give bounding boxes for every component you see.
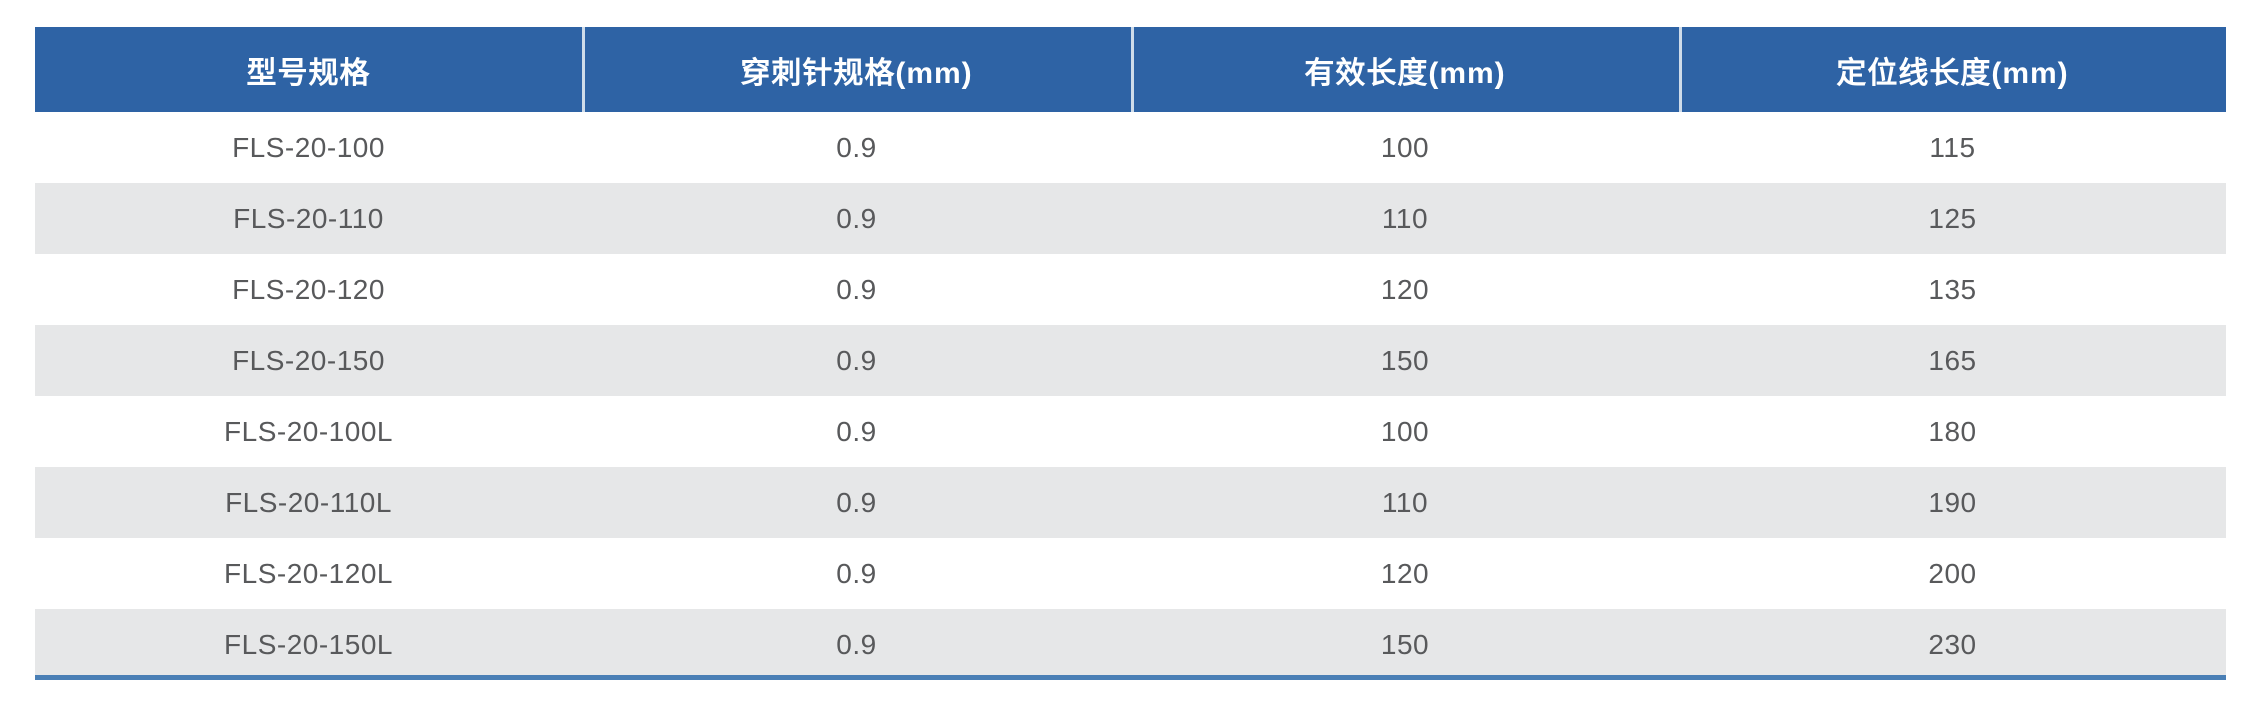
cell-locator-wire-length: 165 xyxy=(1928,344,1977,376)
cell-effective-length: 120 xyxy=(1380,557,1430,589)
cell-model: FLS-20-150L xyxy=(35,609,582,680)
table-row: FLS-20-110L 0.9 110 190 xyxy=(35,467,2226,538)
table-row: FLS-20-100L 0.9 100 180 xyxy=(35,396,2226,467)
cell-needle-spec: 0.9 xyxy=(836,202,877,234)
cell-needle-spec: 0.9 xyxy=(582,609,1131,680)
specification-table-container: 型号规格 穿刺针规格(mm) 有效长度(mm) 定位线长度(mm) FLS-20… xyxy=(35,27,2226,680)
cell-effective-length: 150 xyxy=(1131,609,1679,680)
cell-effective-length: 120 xyxy=(1380,273,1430,305)
cell-locator-wire-length: 230 xyxy=(1679,609,2226,680)
cell-locator-wire-length: 190 xyxy=(1928,486,1977,518)
table-row: FLS-20-150L 0.9 150 230 xyxy=(35,609,2226,680)
table-header-row: 型号规格 穿刺针规格(mm) 有效长度(mm) 定位线长度(mm) xyxy=(35,27,2226,112)
table-row: FLS-20-150 0.9 150 165 xyxy=(35,325,2226,396)
cell-effective-length: 150 xyxy=(1380,344,1430,376)
cell-needle-spec: 0.9 xyxy=(836,344,877,376)
table-row: FLS-20-100 0.9 100 115 xyxy=(35,112,2226,183)
cell-needle-spec: 0.9 xyxy=(836,557,877,589)
cell-needle-spec: 0.9 xyxy=(836,415,877,447)
cell-effective-length: 100 xyxy=(1380,131,1430,163)
cell-locator-wire-length: 125 xyxy=(1928,202,1977,234)
column-header-locator-wire-length: 定位线长度(mm) xyxy=(1679,27,2226,112)
specification-table: 型号规格 穿刺针规格(mm) 有效长度(mm) 定位线长度(mm) FLS-20… xyxy=(35,27,2226,680)
cell-needle-spec: 0.9 xyxy=(836,273,877,305)
cell-effective-length: 100 xyxy=(1380,415,1430,447)
cell-model: FLS-20-100L xyxy=(224,415,393,447)
column-header-effective-length: 有效长度(mm) xyxy=(1131,27,1679,112)
cell-model: FLS-20-110 xyxy=(233,202,384,234)
cell-model: FLS-20-120L xyxy=(224,557,393,589)
cell-model: FLS-20-110L xyxy=(225,486,392,518)
table-row: FLS-20-110 0.9 110 125 xyxy=(35,183,2226,254)
table-row: FLS-20-120 0.9 120 135 xyxy=(35,254,2226,325)
cell-model: FLS-20-100 xyxy=(232,131,385,163)
cell-effective-length: 110 xyxy=(1381,202,1429,234)
cell-locator-wire-length: 135 xyxy=(1928,273,1977,305)
table-header: 型号规格 穿刺针规格(mm) 有效长度(mm) 定位线长度(mm) xyxy=(35,27,2226,112)
cell-locator-wire-length: 115 xyxy=(1929,131,1976,163)
cell-effective-length: 110 xyxy=(1381,486,1429,518)
cell-locator-wire-length: 180 xyxy=(1928,415,1977,447)
cell-locator-wire-length: 200 xyxy=(1928,557,1977,589)
column-header-model: 型号规格 xyxy=(246,56,371,90)
cell-needle-spec: 0.9 xyxy=(836,131,877,163)
cell-model: FLS-20-150 xyxy=(232,344,385,376)
table-row: FLS-20-120L 0.9 120 200 xyxy=(35,538,2226,609)
cell-model: FLS-20-120 xyxy=(232,273,385,305)
column-header-needle-spec: 穿刺针规格(mm) xyxy=(582,27,1131,112)
cell-needle-spec: 0.9 xyxy=(836,486,877,518)
table-body: FLS-20-100 0.9 100 115 FLS-20-110 0.9 11… xyxy=(35,112,2226,680)
